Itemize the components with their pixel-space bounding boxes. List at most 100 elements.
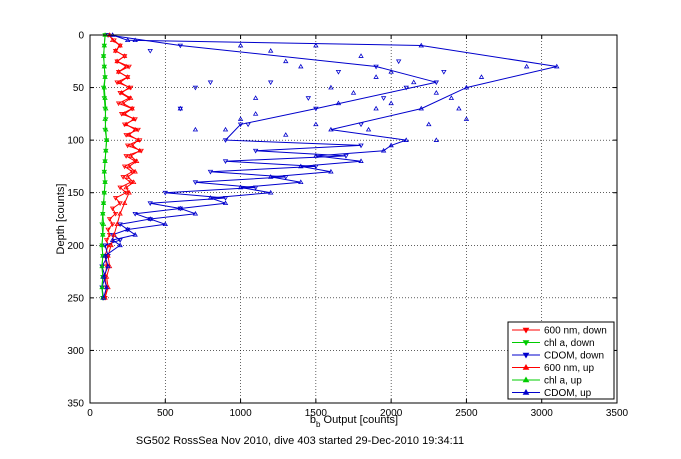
data-point	[358, 122, 364, 128]
data-point	[103, 147, 109, 153]
data-point	[192, 85, 199, 91]
y-tick-label: 350	[67, 399, 84, 410]
legend-label: CDOM, up	[544, 388, 592, 399]
x-tick-label: 1500	[305, 408, 328, 419]
data-point	[126, 132, 132, 137]
data-point	[380, 96, 387, 101]
data-point	[328, 126, 334, 132]
data-point	[192, 180, 199, 185]
data-point	[108, 242, 114, 248]
data-point	[99, 284, 105, 290]
data-point	[106, 232, 113, 238]
data-point	[388, 142, 394, 148]
legend-marker	[522, 340, 530, 346]
data-point	[102, 179, 108, 184]
data-point	[102, 243, 108, 249]
data-point	[123, 121, 129, 127]
data-point	[109, 37, 116, 43]
y-tick-label: 250	[67, 293, 84, 304]
data-point	[101, 63, 108, 69]
data-point	[222, 138, 229, 143]
data-point	[207, 195, 214, 200]
data-point	[130, 116, 137, 121]
legend-marker	[522, 389, 530, 395]
data-point	[418, 105, 424, 111]
data-point	[100, 231, 106, 237]
x-tick-label: 2500	[455, 408, 478, 419]
data-point	[103, 126, 109, 132]
data-point	[123, 190, 129, 196]
data-point	[105, 253, 111, 258]
data-point	[132, 211, 138, 217]
data-point	[112, 211, 119, 217]
data-point	[395, 59, 402, 65]
grid	[90, 35, 617, 403]
data-point	[237, 122, 244, 128]
data-point	[123, 154, 129, 159]
data-point	[132, 168, 138, 174]
data-point	[123, 184, 129, 190]
data-point	[373, 64, 379, 70]
data-point	[135, 137, 141, 142]
data-point	[298, 163, 304, 169]
data-point	[117, 42, 123, 48]
data-point	[124, 74, 131, 79]
data-point	[103, 274, 110, 279]
data-point	[313, 42, 319, 48]
data-point	[117, 79, 123, 85]
y-tick-label: 300	[67, 346, 84, 357]
data-point	[101, 84, 108, 90]
data-point	[373, 105, 379, 111]
y-tick-label: 100	[67, 136, 84, 147]
data-point	[123, 133, 129, 138]
data-point	[523, 63, 530, 69]
data-point	[245, 122, 251, 128]
data-point	[328, 168, 334, 174]
legend-marker	[522, 376, 530, 383]
data-point	[126, 64, 132, 70]
legend-label: 600 nm, down	[544, 326, 607, 337]
data-point	[109, 237, 116, 242]
data-point	[136, 138, 143, 143]
data-point	[313, 106, 319, 112]
x-tick-label: 500	[157, 408, 174, 419]
data-point	[117, 242, 123, 248]
data-point	[305, 96, 312, 101]
plot-area	[99, 32, 560, 301]
data-point	[100, 221, 107, 227]
data-point	[411, 79, 417, 85]
data-point	[100, 295, 107, 300]
data-point	[207, 169, 214, 175]
data-point	[237, 184, 244, 190]
x-tick-label: 1000	[229, 408, 252, 419]
data-point	[192, 126, 199, 132]
data-point	[132, 37, 138, 43]
data-point	[388, 69, 394, 74]
data-point	[102, 116, 108, 121]
data-point	[103, 238, 110, 243]
data-point	[441, 70, 447, 75]
data-point	[222, 200, 229, 206]
y-tick-label: 50	[73, 83, 85, 94]
data-point	[112, 47, 119, 53]
data-point	[448, 95, 455, 100]
data-point	[118, 90, 125, 95]
data-point	[132, 126, 138, 132]
y-axis-label: Depth [counts]	[55, 184, 67, 255]
series-5	[100, 32, 560, 300]
data-point	[132, 231, 138, 237]
data-point	[358, 143, 364, 149]
data-point	[129, 142, 135, 148]
data-point	[114, 221, 120, 227]
data-point	[162, 190, 168, 196]
data-point	[109, 222, 116, 228]
data-point	[102, 253, 108, 258]
legend-label: CDOM, down	[544, 351, 604, 362]
scatter-extra-2	[147, 48, 447, 128]
data-point	[222, 159, 229, 164]
data-point	[112, 196, 119, 201]
data-point	[103, 284, 110, 290]
data-point	[126, 84, 132, 90]
series-line	[104, 34, 141, 299]
data-point	[207, 80, 214, 86]
